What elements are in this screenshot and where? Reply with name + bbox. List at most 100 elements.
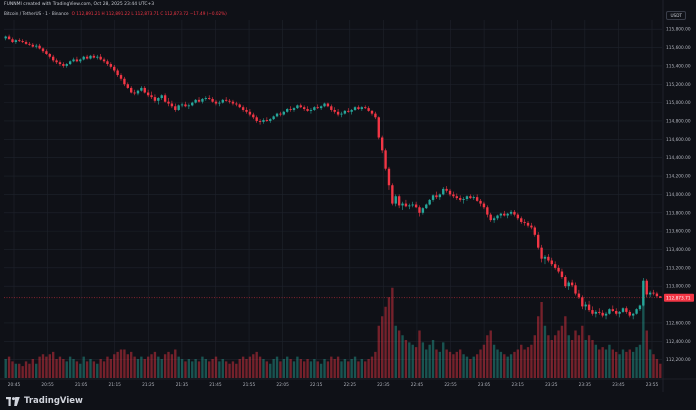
candle-body: [659, 296, 662, 298]
currency-badge[interactable]: USDT: [666, 11, 686, 20]
candle-body: [618, 311, 621, 314]
candle-body: [255, 117, 258, 121]
candle-body: [72, 59, 75, 62]
volume-bar: [313, 359, 316, 378]
volume-bar: [615, 351, 618, 378]
candle-body: [31, 44, 35, 47]
candle-body: [123, 78, 126, 85]
candle-body: [7, 36, 11, 40]
candle-body: [445, 188, 448, 191]
candle-body: [574, 285, 577, 294]
candle-body: [530, 225, 533, 228]
volume-bar: [58, 356, 62, 378]
tradingview-brand[interactable]: TradingView: [6, 396, 83, 406]
volume-bar: [146, 356, 150, 378]
volume-bar: [435, 349, 438, 378]
symbol-label[interactable]: Bitcoin / TetherUS · 1 · Binance: [4, 11, 69, 16]
volume-bar: [577, 335, 581, 378]
candle-body: [252, 114, 255, 118]
candle-body: [143, 87, 146, 93]
candle-body: [289, 109, 292, 110]
volume-bar: [302, 361, 306, 378]
volume-bar: [180, 359, 184, 378]
candle-body: [170, 103, 174, 107]
volume-bar: [262, 359, 265, 378]
volume-bar: [587, 335, 591, 378]
volume-bar: [51, 351, 55, 378]
volume-bar: [136, 359, 140, 378]
volume-bar: [489, 330, 492, 378]
candle-body: [330, 106, 333, 110]
candle-body: [258, 120, 262, 122]
volume-bar: [452, 354, 455, 378]
candle-body: [75, 59, 79, 62]
volume-bar: [116, 351, 119, 378]
volume-bar: [269, 363, 272, 378]
candle-body: [459, 198, 462, 200]
candle-body: [136, 90, 140, 94]
candle-body: [350, 109, 353, 112]
candle-body: [357, 107, 360, 110]
candle-body: [130, 87, 133, 93]
candle-body: [89, 55, 92, 59]
candle-body: [14, 40, 18, 43]
candle-body: [174, 106, 177, 110]
volume-bar: [106, 356, 109, 378]
price-tick-label: 115,400.00: [666, 63, 691, 69]
volume-bar: [428, 344, 431, 378]
volume-bar: [197, 361, 201, 378]
time-tick-label: 23:05: [478, 382, 491, 388]
candle-body: [492, 218, 496, 221]
volume-bar: [160, 359, 163, 378]
candle-body: [28, 43, 31, 45]
volume-bar: [4, 359, 7, 378]
candle-body: [503, 213, 506, 216]
volume-bar: [224, 361, 228, 378]
time-tick-label: 23:15: [511, 382, 524, 388]
candle-body: [160, 95, 163, 99]
footer: TradingView: [0, 392, 696, 410]
candle-body: [163, 95, 167, 102]
candle-body: [601, 312, 604, 316]
candle-body: [465, 196, 469, 199]
volume-bar: [282, 359, 286, 378]
volume-bar: [28, 363, 31, 378]
candle-body: [397, 196, 401, 206]
candle-body: [41, 48, 45, 52]
volume-bar: [604, 349, 608, 378]
candle-body: [150, 95, 153, 98]
candle-body: [11, 39, 14, 43]
candles: [4, 34, 662, 320]
price-tick-label: 113,400.00: [666, 247, 691, 253]
candle-body: [85, 56, 89, 59]
candle-body: [282, 111, 286, 115]
candle-body: [391, 185, 394, 204]
candle-body: [387, 168, 391, 186]
candle-body: [241, 107, 245, 110]
time-tick-label: 20:45: [8, 382, 21, 388]
volume-bar: [119, 349, 123, 378]
current-price-badge-bg: [664, 293, 694, 302]
volume-bar: [316, 361, 319, 378]
candle-body: [204, 98, 207, 99]
candle-body: [533, 227, 536, 235]
volume-bar: [442, 342, 445, 378]
time-tick-label: 22:55: [444, 382, 457, 388]
volume-bar: [421, 342, 425, 378]
volume-bar: [41, 354, 45, 378]
volume-bar: [370, 356, 374, 378]
volume-bar: [231, 361, 235, 378]
volume-bar: [326, 361, 330, 378]
time-tick-label: 21:55: [243, 382, 256, 388]
candle-body: [201, 98, 204, 102]
candle-body: [177, 105, 180, 110]
price-tick-label: 113,000.00: [666, 284, 691, 290]
volume-bar: [448, 351, 452, 378]
candle-body: [299, 105, 302, 108]
candlestick-chart[interactable]: 115,800.00 115,600.00 115,400.00 115,200.00…: [0, 0, 696, 392]
candle-body: [520, 218, 523, 222]
candle-body: [411, 204, 414, 206]
volume-bar: [11, 361, 14, 378]
candle-body: [516, 214, 520, 219]
candle-body: [655, 293, 659, 297]
